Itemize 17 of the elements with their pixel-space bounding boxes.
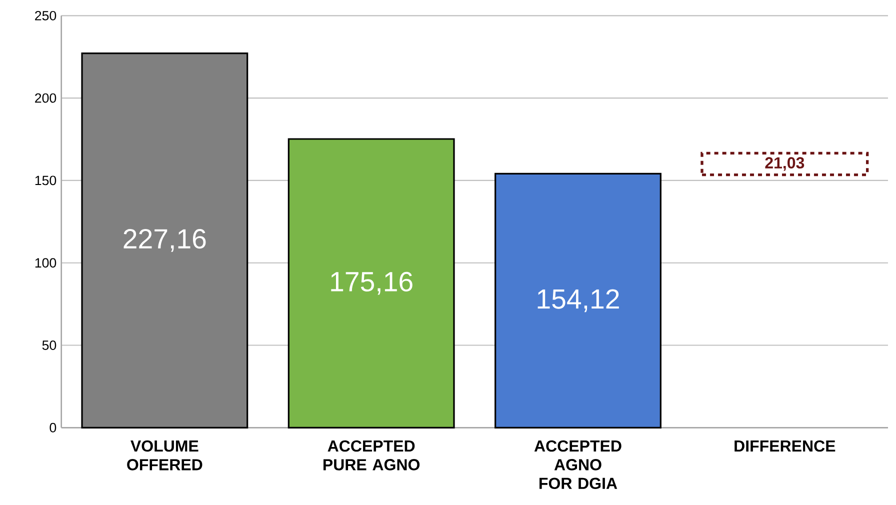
x-tick-label: ACCEPTED AGNO FOR DGIA	[534, 440, 622, 490]
x-tick-label: ACCEPTED PURE AGNO	[324, 440, 420, 470]
data-label: 175,16	[331, 272, 412, 295]
annotation: 21,03	[765, 157, 804, 171]
bar	[288, 138, 455, 428]
data-label: 227,16	[124, 229, 206, 252]
bar	[81, 52, 248, 428]
y-tick-label: 0	[50, 422, 56, 432]
y-tick-label: 200	[35, 93, 56, 103]
y-tick-label: 50	[42, 340, 56, 350]
x-tick-label: DIFFERENCE	[734, 440, 836, 452]
y-tick-label: 250	[35, 10, 56, 20]
data-label: 154,12	[538, 289, 619, 312]
y-tick-label: 100	[35, 258, 56, 268]
x-tick-label: VOLUME OFFERED	[127, 440, 202, 470]
bar	[494, 172, 662, 428]
y-tick-label: 150	[35, 176, 56, 186]
